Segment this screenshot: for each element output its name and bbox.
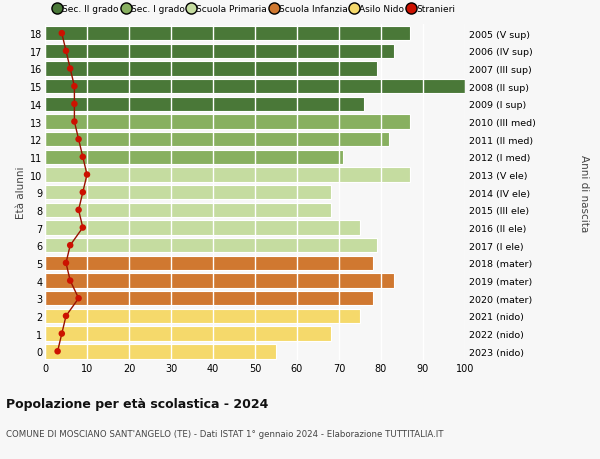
- Bar: [45, 185, 331, 200]
- Bar: [45, 327, 331, 341]
- Point: [74, 136, 83, 144]
- Point: [61, 48, 71, 56]
- Point: [65, 242, 75, 249]
- Point: [65, 66, 75, 73]
- Point: [78, 224, 88, 232]
- Legend: Sec. II grado, Sec. I grado, Scuola Primaria, Scuola Infanzia, Asilo Nido, Stran: Sec. II grado, Sec. I grado, Scuola Prim…: [55, 5, 455, 14]
- Point: [70, 101, 79, 108]
- Point: [74, 295, 83, 302]
- Bar: [45, 97, 364, 112]
- Bar: [45, 256, 373, 270]
- Bar: [45, 309, 360, 324]
- Bar: [45, 45, 394, 59]
- Point: [70, 118, 79, 126]
- Bar: [45, 62, 377, 77]
- Point: [78, 154, 88, 161]
- Bar: [45, 27, 410, 41]
- Bar: [45, 150, 343, 165]
- Point: [57, 330, 67, 337]
- Bar: [45, 239, 377, 253]
- Bar: [45, 221, 360, 235]
- Bar: [45, 133, 389, 147]
- Point: [74, 207, 83, 214]
- Bar: [45, 80, 465, 94]
- Bar: [45, 115, 410, 129]
- Point: [53, 348, 62, 355]
- Bar: [45, 168, 410, 182]
- Bar: [45, 203, 331, 218]
- Point: [82, 172, 92, 179]
- Bar: [45, 274, 394, 288]
- Y-axis label: Anni di nascita: Anni di nascita: [579, 154, 589, 231]
- Point: [65, 277, 75, 285]
- Text: COMUNE DI MOSCIANO SANT'ANGELO (TE) - Dati ISTAT 1° gennaio 2024 - Elaborazione : COMUNE DI MOSCIANO SANT'ANGELO (TE) - Da…: [6, 429, 443, 438]
- Bar: [45, 291, 373, 306]
- Text: Popolazione per età scolastica - 2024: Popolazione per età scolastica - 2024: [6, 397, 268, 410]
- Y-axis label: Età alunni: Età alunni: [16, 167, 26, 219]
- Point: [70, 83, 79, 90]
- Point: [78, 189, 88, 196]
- Point: [57, 30, 67, 38]
- Point: [61, 313, 71, 320]
- Bar: [45, 344, 276, 359]
- Point: [61, 260, 71, 267]
